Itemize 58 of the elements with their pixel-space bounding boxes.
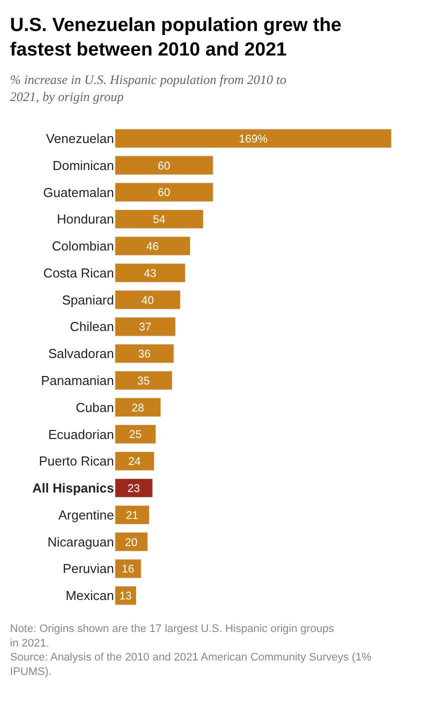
bar xyxy=(115,451,155,471)
data-label: 23 xyxy=(127,483,140,496)
data-label: 13 xyxy=(119,590,132,603)
data-label: 25 xyxy=(129,429,142,442)
y-tick-label: Honduran xyxy=(56,212,114,227)
y-tick-label: Panamanian xyxy=(41,372,114,388)
y-tick-label: All Hispanics xyxy=(32,480,114,496)
y-tick-label: Spaniard xyxy=(62,292,114,308)
y-tick-label: Venezuelan xyxy=(46,130,114,146)
data-label: 60 xyxy=(158,187,170,200)
bar xyxy=(115,532,148,552)
y-tick-label: Chilean xyxy=(70,319,114,334)
chart-title: U.S. Venezuelan population grew the fastest between 2010 and 2021 xyxy=(10,15,342,61)
y-tick-label: Dominican xyxy=(52,158,114,173)
bar xyxy=(115,236,190,256)
bar xyxy=(115,344,174,364)
bar xyxy=(115,317,176,336)
bar xyxy=(115,290,181,310)
chart-subtitle: % increase in U.S. Hispanic population from 2010 to 2021, by origin group xyxy=(10,72,287,104)
data-label: 54 xyxy=(152,214,166,226)
data-label: 16 xyxy=(122,564,134,576)
bar xyxy=(115,586,137,606)
bar xyxy=(115,182,214,202)
y-tick-label: Mexican xyxy=(66,588,114,604)
data-label: 36 xyxy=(138,348,151,361)
data-label: 28 xyxy=(132,402,144,414)
data-label: 40 xyxy=(141,294,154,307)
data-label: 43 xyxy=(144,268,156,280)
data-label: 37 xyxy=(138,322,152,334)
data-label: 21 xyxy=(126,510,138,522)
y-tick-label: Guatemalan xyxy=(43,184,114,200)
bar xyxy=(115,398,162,417)
bar xyxy=(115,128,392,148)
y-tick-label: Cuban xyxy=(76,400,114,415)
data-label: 20 xyxy=(125,536,138,549)
data-label: 24 xyxy=(128,456,141,468)
y-tick-label: Nicaraguan xyxy=(48,534,114,550)
bar xyxy=(115,209,204,229)
y-tick-label: Argentine xyxy=(58,507,114,522)
bar xyxy=(115,478,153,498)
bar xyxy=(115,156,214,175)
y-tick-label: Ecuadorian xyxy=(48,426,114,442)
bar xyxy=(115,370,172,390)
bar xyxy=(115,263,186,283)
bar xyxy=(115,505,150,525)
bar xyxy=(115,559,142,578)
y-tick-label: Salvadoran xyxy=(48,346,114,362)
data-label: 169% xyxy=(238,133,268,146)
y-tick-label: Costa Rican xyxy=(43,265,114,280)
data-label: 46 xyxy=(146,241,159,254)
source-note: Source: Analysis of the 2010 and 2021 American Community Surveys (1% IPUMS). xyxy=(10,652,372,678)
bar xyxy=(115,424,156,444)
text: Note: Origins shown are the 17 largest U.S. Hispanic origin groups in 2021. xyxy=(10,623,335,650)
data-label: 60 xyxy=(158,160,170,172)
y-tick-label: Colombian xyxy=(52,238,114,254)
y-tick-label: Puerto Rican xyxy=(38,454,114,469)
y-tick-label: Peruvian xyxy=(62,561,114,576)
data-label: 35 xyxy=(137,375,150,388)
